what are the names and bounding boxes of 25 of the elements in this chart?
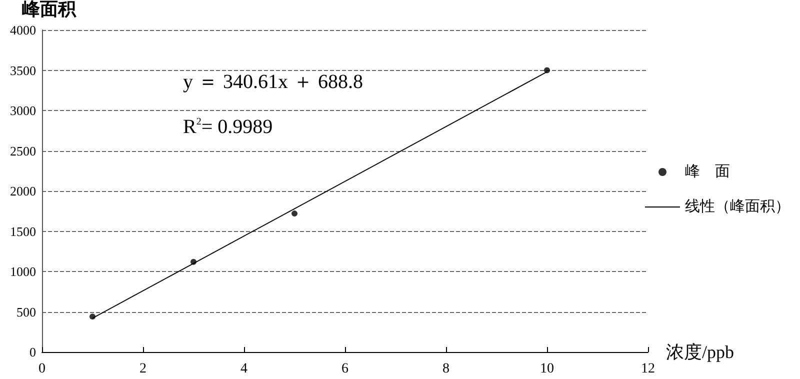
y-tick-label: 2500 [10, 143, 36, 158]
x-tick-label: 8 [442, 362, 450, 376]
y-tick-label: 3000 [10, 103, 36, 118]
y-tick-label: 4000 [10, 22, 36, 38]
legend-label: 线性（峰面积） [685, 198, 790, 215]
point [90, 314, 96, 320]
x-axis-title: 浓度/ppb [666, 342, 734, 362]
point [190, 258, 196, 265]
legend-label: 峰 面 [685, 163, 730, 180]
x-tick-label: 10 [540, 362, 554, 376]
y-tick-label: 500 [16, 304, 36, 320]
x-tick-label: 12 [641, 362, 655, 376]
y-tick-label: 1000 [10, 264, 36, 279]
annotation: y ＝ 340.61x ＋ 688.8 [183, 71, 363, 93]
point [292, 210, 298, 217]
point [544, 67, 550, 74]
y-tick-label: 3500 [10, 62, 36, 78]
y-tick-label: 2000 [10, 184, 36, 198]
y-axis-title: 峰面积 [22, 0, 77, 19]
x-tick-label: 4 [240, 362, 248, 376]
x-tick-label: 0 [38, 362, 46, 376]
y-tick-label: 1500 [10, 224, 36, 239]
x-tick-label: 6 [342, 362, 348, 376]
y-tick-label: 0 [30, 344, 36, 360]
x-tick-label: 2 [140, 362, 146, 376]
